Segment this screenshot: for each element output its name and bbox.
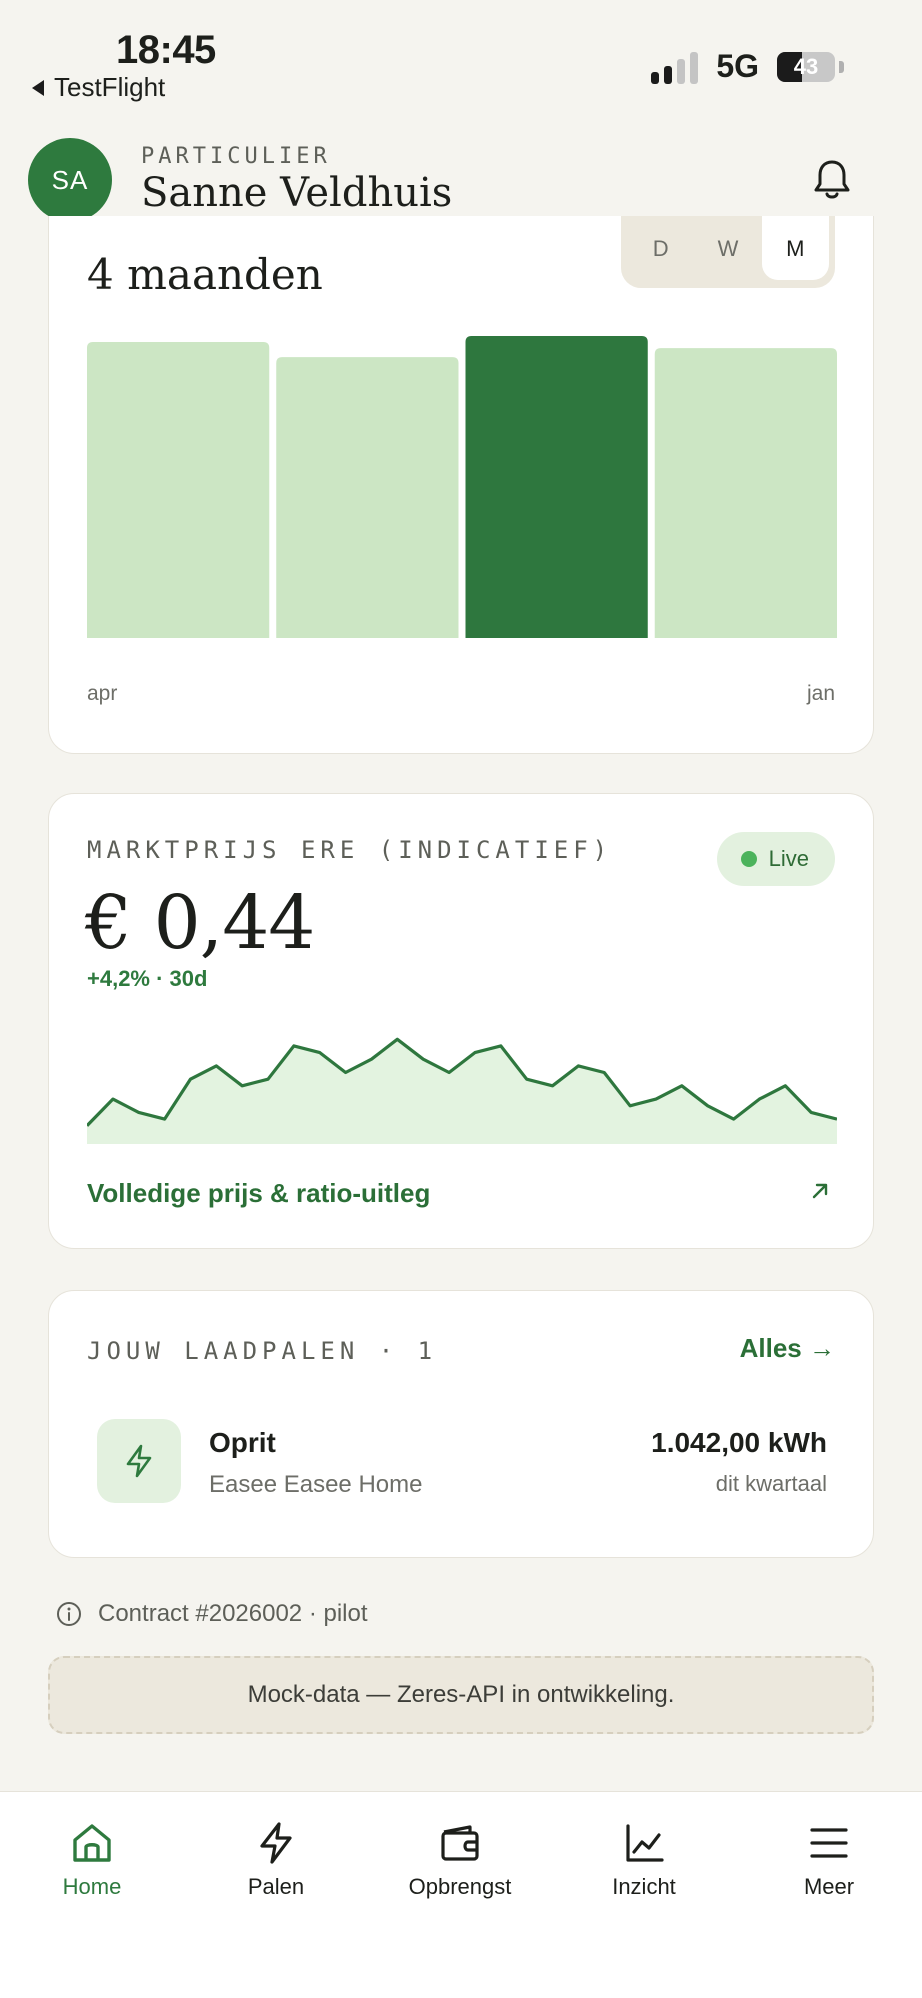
back-to-testflight[interactable]: TestFlight [30, 72, 165, 103]
lightning-icon [126, 1444, 152, 1478]
wallet-icon [441, 1825, 479, 1861]
contract-text: Contract #2026002 · pilot [98, 1600, 368, 1627]
status-time: 18:45 [116, 28, 216, 72]
tab-home-label: Home [62, 1874, 122, 1899]
usage-bar[interactable] [276, 357, 459, 638]
status-indicators: 5G 43 [651, 48, 844, 85]
charger-energy: 1.042,00 kWh [651, 1427, 827, 1458]
charger-model: Easee Easee Home [209, 1471, 423, 1498]
menu-icon [810, 1828, 848, 1858]
price-change: +4,2% · 30d [87, 966, 208, 991]
back-triangle-icon [32, 79, 44, 96]
market-kicker: MARKTPRIJS ERE (INDICATIEF) [87, 836, 613, 864]
user-name: Sanne Veldhuis [141, 170, 453, 216]
signal-icon [651, 50, 699, 84]
tab-inzicht-label: Inzicht [612, 1874, 676, 1899]
price-details-link[interactable]: Volledige prijs & ratio-uitleg [87, 1178, 431, 1208]
lightning-icon [260, 1822, 292, 1864]
usage-bar[interactable] [87, 342, 270, 638]
market-price: € 0,44 [85, 880, 315, 966]
info-icon [57, 1602, 81, 1626]
chart-period-title: 4 maanden [87, 250, 323, 299]
chargers-card: JOUW LAADPALEN · 1 Alles → Oprit Easee E… [48, 1290, 874, 1558]
x-axis-start-label: apr [87, 682, 118, 705]
live-badge: Live [716, 832, 835, 886]
battery-fill [777, 51, 802, 82]
usage-bar[interactable] [465, 336, 648, 638]
tab-bar: Home Palen Opbrengst Inzicht Meer [0, 1791, 922, 1998]
tab-home[interactable]: Home [17, 1820, 167, 1900]
segment-week[interactable]: W [717, 236, 739, 261]
external-link-icon[interactable] [809, 1180, 831, 1202]
network-type: 5G [716, 48, 759, 84]
segment-day[interactable]: D [652, 236, 669, 261]
tab-palen-label: Palen [247, 1874, 305, 1899]
live-dot-icon [740, 851, 757, 867]
bell-icon[interactable] [812, 158, 852, 202]
mock-data-notice: Mock-data — Zeres-API in ontwikkeling. [48, 1656, 874, 1734]
usage-bar[interactable] [654, 348, 837, 638]
tab-opbrengst[interactable]: Opbrengst [385, 1820, 535, 1900]
charger-name: Oprit [209, 1427, 276, 1458]
live-label: Live [768, 846, 809, 871]
segment-month[interactable]: M [761, 216, 829, 280]
avatar[interactable]: SA [28, 138, 112, 222]
tab-opbrengst-label: Opbrengst [408, 1874, 512, 1899]
price-sparkline [87, 1037, 837, 1144]
account-type: PARTICULIER [141, 144, 331, 169]
all-chargers-link[interactable]: Alles → [739, 1333, 835, 1363]
charger-icon [97, 1419, 181, 1503]
contract-info: Contract #2026002 · pilot [56, 1600, 368, 1628]
battery-icon: 43 [777, 51, 835, 82]
chargers-kicker: JOUW LAADPALEN · 1 [87, 1337, 438, 1365]
usage-bar-chart [87, 336, 837, 638]
period-segmented-control[interactable]: D W M [621, 216, 835, 288]
charger-period: dit kwartaal [715, 1471, 827, 1496]
sparkline-line [87, 1037, 837, 1127]
market-price-card: MARKTPRIJS ERE (INDICATIEF) Live € 0,44 … [48, 793, 874, 1249]
battery-level: 43 [793, 53, 819, 79]
usage-chart-card: 4 maanden D W M apr jan [48, 216, 874, 754]
tab-meer[interactable]: Meer [754, 1820, 904, 1900]
x-axis-end-label: jan [806, 682, 835, 705]
back-label: TestFlight [54, 72, 166, 102]
home-icon [73, 1824, 111, 1862]
tab-meer-label: Meer [803, 1874, 855, 1899]
sparkline-area [87, 1039, 837, 1144]
tab-palen[interactable]: Palen [201, 1820, 351, 1900]
battery-tip [839, 60, 844, 73]
tab-inzicht[interactable]: Inzicht [569, 1820, 719, 1900]
chart-icon [626, 1824, 664, 1862]
